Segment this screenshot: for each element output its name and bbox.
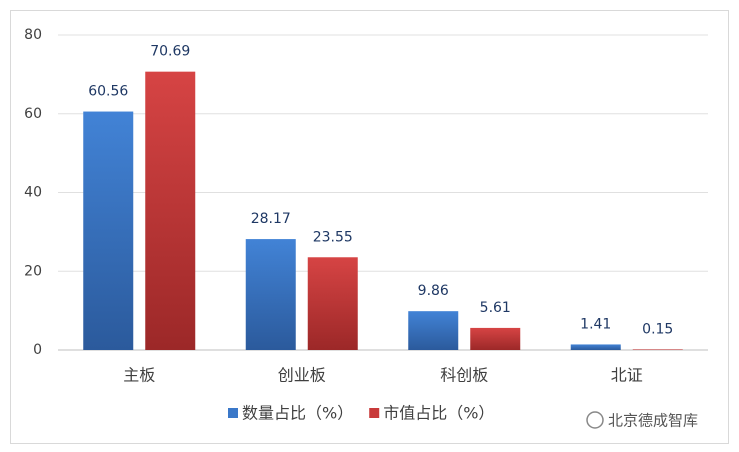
value-label: 60.56 [88,84,128,100]
bar [632,349,683,350]
value-label: 23.55 [313,229,353,245]
value-label: 5.61 [480,300,511,316]
y-tick-label: 80 [24,27,42,43]
x-tick-label: 主板 [123,366,155,385]
bar [245,239,296,350]
chart-frame [10,10,729,444]
y-tick-label: 40 [24,185,42,201]
watermark-icon [586,411,604,429]
y-tick-label: 20 [24,263,42,279]
bar [408,311,459,350]
value-label: 9.86 [418,283,449,299]
value-label: 0.15 [642,321,673,337]
x-tick-label: 科创板 [440,366,488,385]
bar [307,257,358,350]
bar [570,344,621,350]
x-tick-label: 北证 [611,366,643,385]
y-tick-label: 60 [24,106,42,122]
legend-label: 数量占比（%） [242,404,353,423]
value-label: 70.69 [150,44,190,60]
bar [470,327,521,350]
value-label: 28.17 [251,211,291,227]
watermark-text: 北京德成智库 [608,412,698,430]
bar [83,111,134,350]
legend-label: 市值占比（%） [383,404,494,423]
legend-swatch [228,408,238,418]
y-tick-label: 0 [33,342,42,358]
watermark: 北京德成智库 [586,411,698,430]
value-label: 1.41 [580,316,611,332]
x-tick-label: 创业板 [278,366,326,385]
bar [145,71,196,350]
legend-swatch [369,408,380,418]
